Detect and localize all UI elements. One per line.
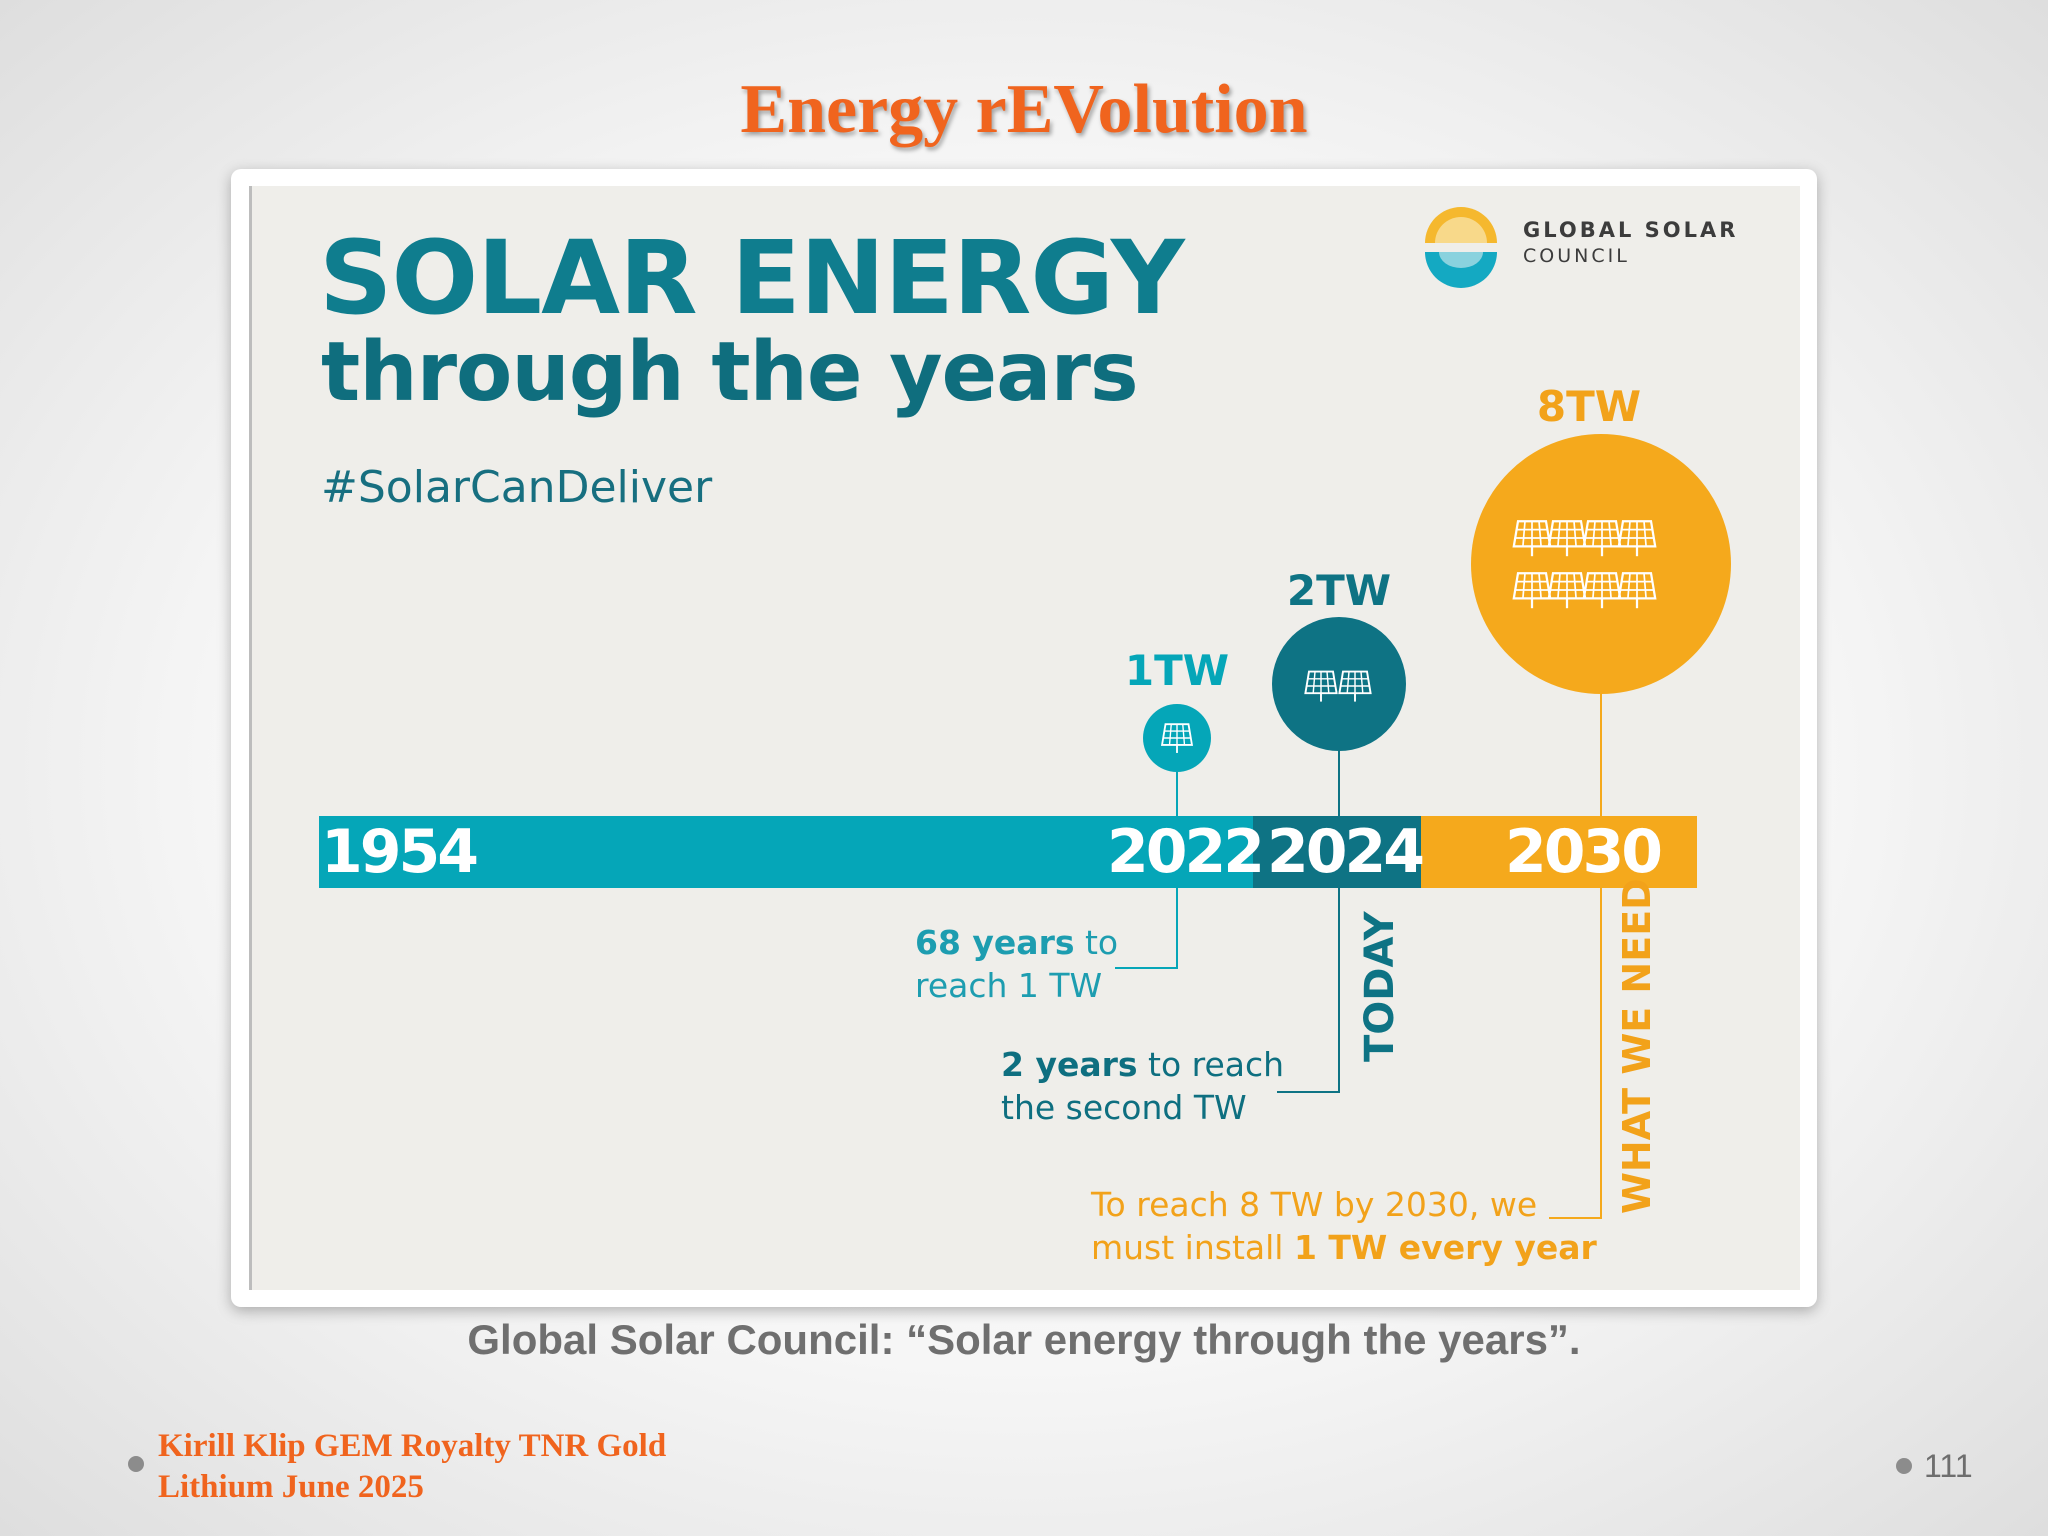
leader-note-3 xyxy=(1549,888,1602,1219)
note-2-years-line2: the second TW xyxy=(1001,1087,1247,1127)
logo-text-line1: GLOBAL SOLAR xyxy=(1523,218,1739,242)
milestone-8tw-circle xyxy=(1471,434,1731,694)
solar-panel-icon xyxy=(1617,572,1657,609)
milestone-2tw-circle xyxy=(1272,617,1406,751)
note-8tw-bold: 1 TW every year xyxy=(1293,1227,1597,1267)
milestone-1tw-label: 1TW xyxy=(1124,646,1230,695)
leader-note-1 xyxy=(1115,888,1178,969)
note-8tw-line1: To reach 8 TW by 2030, we xyxy=(1091,1185,1538,1224)
vertical-label-today: TODAY xyxy=(1357,911,1403,1062)
note-68-years: 68 years to reach 1 TW xyxy=(915,922,1118,1008)
note-8tw-target: To reach 8 TW by 2030, we must install 1… xyxy=(1091,1184,1597,1270)
hashtag: #SolarCanDeliver xyxy=(321,462,713,513)
year-2030: 2030 xyxy=(1505,817,1663,887)
note-2-years-rest: to reach xyxy=(1137,1045,1285,1084)
logo-text-line2: COUNCIL xyxy=(1523,245,1630,268)
solar-panel-icon xyxy=(1547,520,1587,557)
solar-infographic: SOLAR ENERGY through the years #SolarCan… xyxy=(249,186,1800,1290)
solar-panel-icon xyxy=(1617,520,1657,557)
footer-line2: Lithium June 2025 xyxy=(158,1469,424,1506)
note-68-years-bold: 68 years xyxy=(915,923,1075,962)
solar-panel-icon xyxy=(1338,670,1372,702)
solar-panel-icon xyxy=(1160,723,1194,753)
milestone-2tw-label: 2TW xyxy=(1286,566,1392,615)
image-caption: Global Solar Council: “Solar energy thro… xyxy=(467,1316,1581,1363)
leader-note-2 xyxy=(1277,888,1340,1093)
footer-bullet xyxy=(128,1456,144,1472)
left-edge-line xyxy=(249,186,252,1290)
note-2-years-bold: 2 years xyxy=(1001,1045,1138,1084)
note-8tw-plain: must install xyxy=(1091,1227,1294,1267)
note-2-years: 2 years to reach the second TW xyxy=(1001,1044,1284,1130)
global-solar-council-logo-icon xyxy=(1425,207,1497,288)
timeline-segment-1954-2024 xyxy=(319,816,1291,888)
timeline-segment-2024 xyxy=(1253,816,1423,888)
vertical-label-what-we-need: WHAT WE NEED xyxy=(1615,878,1659,1214)
headline-solar-energy: SOLAR ENERGY xyxy=(319,219,1185,338)
slide-title: Energy rEVolution xyxy=(740,71,1308,148)
year-2024: 2024 xyxy=(1267,817,1425,887)
footer-credit: Kirill Klip GEM Royalty TNR Gold Lithium… xyxy=(158,1426,666,1509)
note-68-years-line2: reach 1 TW xyxy=(915,965,1103,1005)
note-68-years-rest: to xyxy=(1074,923,1119,962)
infographic-graphics xyxy=(249,186,1731,1290)
year-2022: 2022 xyxy=(1107,817,1265,887)
page-number: 111 xyxy=(1924,1448,1973,1484)
headline-through-the-years: through the years xyxy=(321,325,1139,420)
logo-text: GLOBAL SOLAR COUNCIL xyxy=(1523,216,1738,270)
page-number-bullet xyxy=(1896,1458,1912,1474)
footer-line1: Kirill Klip GEM Royalty TNR Gold xyxy=(158,1428,667,1464)
year-1954: 1954 xyxy=(321,817,479,887)
solar-panel-icon xyxy=(1304,670,1338,702)
timeline-segment-2030 xyxy=(1421,816,1697,888)
milestone-8tw-label: 8TW xyxy=(1536,382,1642,431)
solar-panel-icons xyxy=(1160,520,1657,753)
